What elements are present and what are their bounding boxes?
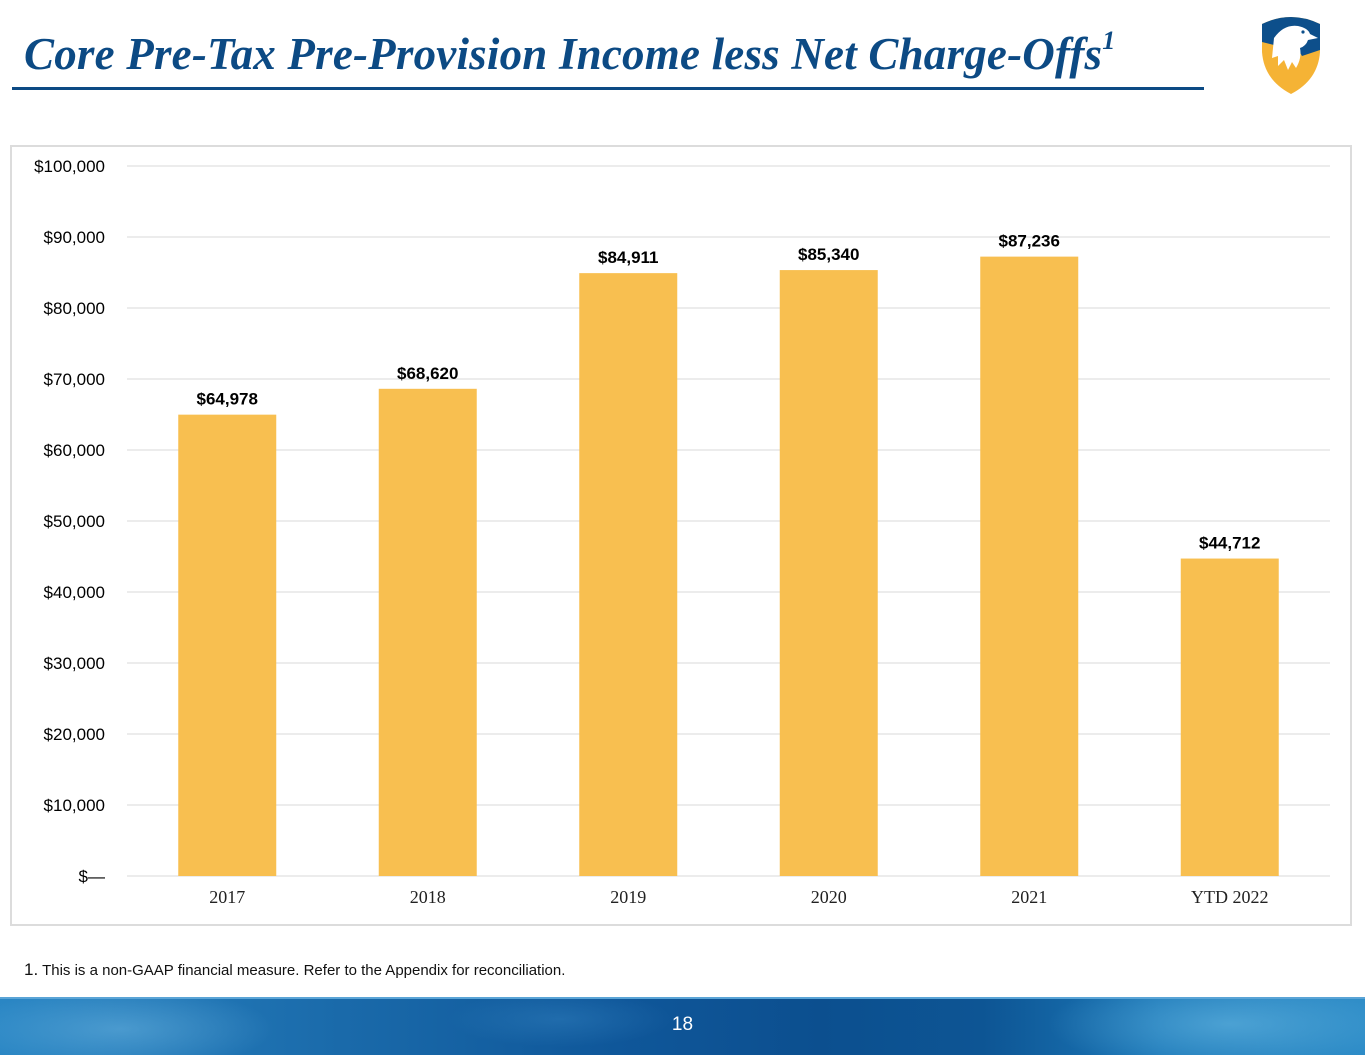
y-tick-label: $20,000: [44, 725, 105, 744]
data-label: $64,978: [197, 390, 258, 409]
footnote: 1. This is a non-GAAP financial measure.…: [24, 960, 565, 980]
y-tick-label: $70,000: [44, 370, 105, 389]
bar-2019: [579, 273, 678, 876]
page-number: 18: [671, 1014, 694, 1035]
bar-2021: [980, 256, 1079, 876]
data-label: $85,340: [798, 245, 859, 264]
x-tick-label: 2018: [410, 887, 446, 907]
footer-band: [0, 997, 1365, 1055]
title-underline: [12, 87, 1204, 90]
x-tick-label: YTD 2022: [1191, 887, 1269, 907]
y-tick-label: $50,000: [44, 512, 105, 531]
bar-2020: [779, 270, 878, 876]
footnote-text: This is a non-GAAP financial measure. Re…: [38, 962, 566, 979]
data-label: $87,236: [999, 232, 1060, 251]
y-tick-label: $—: [79, 867, 105, 886]
bars: [178, 256, 1279, 876]
x-tick-label: 2021: [1011, 887, 1047, 907]
data-labels: $64,978 $68,620 $84,911 $85,340 $87,236 $44,7…: [197, 232, 1261, 553]
x-axis-ticks: 2017 2018 2019 2020 2021 YTD 2022: [209, 887, 1268, 907]
y-tick-label: $40,000: [44, 583, 105, 602]
y-tick-label: $100,000: [34, 157, 105, 176]
data-label: $84,911: [598, 248, 659, 267]
y-tick-label: $90,000: [44, 228, 105, 247]
y-tick-label: $80,000: [44, 299, 105, 318]
y-tick-label: $60,000: [44, 441, 105, 460]
x-tick-label: 2019: [610, 887, 646, 907]
data-label: $44,712: [1199, 534, 1260, 553]
y-axis-ticks: $— $10,000 $20,000 $30,000 $40,000 $50,000 $60…: [34, 157, 105, 886]
slide-title-text: Core Pre-Tax Pre-Provision Income less N…: [24, 29, 1103, 79]
slide-title: Core Pre-Tax Pre-Provision Income less N…: [24, 26, 1116, 80]
footnote-number: 1.: [24, 960, 39, 979]
bar-2018: [378, 388, 477, 876]
bar-chart: $— $10,000 $20,000 $30,000 $40,000 $50,000 $60…: [34, 157, 1330, 907]
title-footnote-marker: 1: [1102, 26, 1116, 55]
bar-ytd-2022: [1180, 558, 1279, 876]
x-tick-label: 2020: [811, 887, 847, 907]
eagle-shield-logo-icon: [1262, 17, 1320, 94]
gridlines: [127, 165, 1330, 877]
x-tick-label: 2017: [209, 887, 245, 907]
y-tick-label: $10,000: [44, 796, 105, 815]
y-tick-label: $30,000: [44, 654, 105, 673]
data-label: $68,620: [397, 364, 458, 383]
bar-2017: [178, 414, 277, 876]
